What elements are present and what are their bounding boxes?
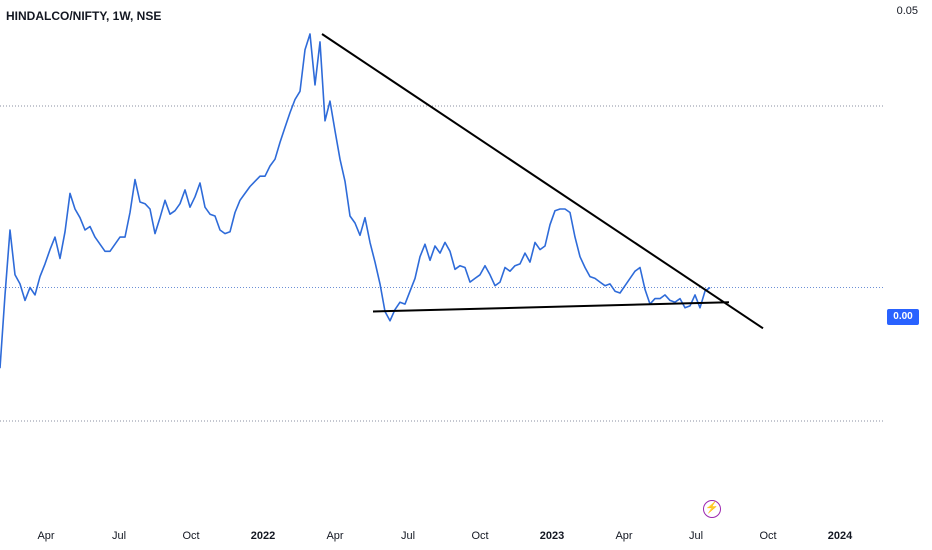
upper-trendline[interactable] xyxy=(321,33,764,330)
x-axis-tick-label: Apr xyxy=(37,530,55,542)
x-axis-tick-label: 2023 xyxy=(539,530,565,542)
y-axis-tick-label: 0.05 xyxy=(896,5,918,17)
x-axis-tick-label: Jul xyxy=(688,530,704,542)
x-axis-tick-label: Apr xyxy=(326,530,344,542)
x-axis-tick-label: Oct xyxy=(759,530,777,542)
x-axis-tick-label: Jul xyxy=(400,530,416,542)
x-axis-tick-label: 2024 xyxy=(827,530,853,542)
price-line-series xyxy=(0,33,711,369)
chart-title[interactable]: HINDALCO/NIFTY, 1W, NSE xyxy=(6,9,162,23)
x-axis-tick-label: Oct xyxy=(182,530,200,542)
x-axis-tick-label: Jul xyxy=(111,530,127,542)
horizontal-lines xyxy=(0,105,885,422)
x-axis-tick-label: Apr xyxy=(615,530,633,542)
last-price-badge: 0.00 xyxy=(887,309,919,325)
lower-trendline[interactable] xyxy=(372,301,730,313)
lightning-bolt-icon[interactable]: ⚡ xyxy=(703,500,721,518)
x-axis-tick-label: 2022 xyxy=(250,530,276,542)
x-axis-tick-label: Oct xyxy=(471,530,489,542)
trendlines xyxy=(321,33,764,330)
